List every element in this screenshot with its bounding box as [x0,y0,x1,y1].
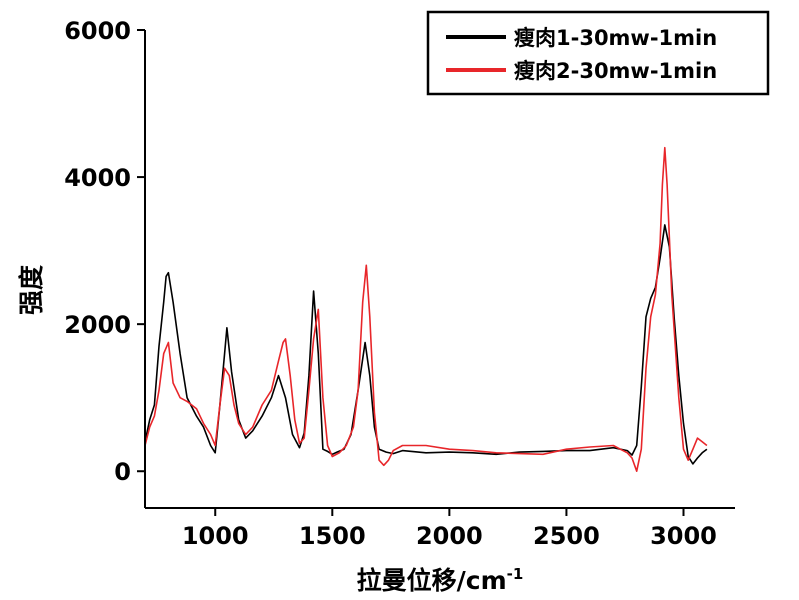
series-line-1 [144,224,708,465]
legend-label-series-2: 瘦肉2-30mw-1min [514,59,717,83]
x-axis-title-main: 拉曼位移/cm [357,566,507,595]
x-axis-title-superscript: -1 [507,565,524,583]
x-tick-label: 1000 [182,522,249,550]
x-tick-label: 2500 [533,522,600,550]
series-line-2 [144,146,708,473]
plot-lines [144,146,708,473]
y-axis-title: 强度 [17,265,46,315]
y-tick-label: 6000 [64,17,131,45]
y-ticks: 0 2000 4000 6000 [64,17,145,486]
y-tick-label: 2000 [64,311,131,339]
legend-label-series-1: 瘦肉1-30mw-1min [514,26,717,50]
y-tick-label: 4000 [64,164,131,192]
x-axis-title: 拉曼位移/cm-1 [357,565,524,595]
legend-box [426,10,770,96]
x-ticks: 1000 1500 2000 2500 3000 [182,508,717,550]
axes [144,30,735,509]
x-tick-label: 1500 [299,522,366,550]
x-tick-label: 3000 [650,522,717,550]
y-tick-label: 0 [114,458,131,486]
x-tick-label: 2000 [416,522,483,550]
legend: 瘦肉1-30mw-1min 瘦肉2-30mw-1min [426,10,770,96]
